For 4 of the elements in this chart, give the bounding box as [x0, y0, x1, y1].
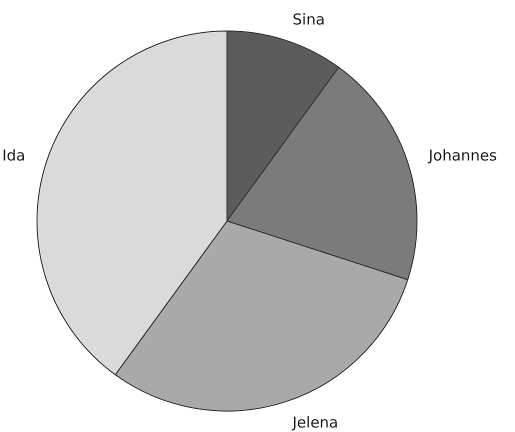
- slice-label: Ida: [2, 146, 26, 164]
- slice-label: Sina: [292, 10, 325, 28]
- slice-label: Jelena: [292, 414, 338, 432]
- slice-label: Johannes: [428, 146, 498, 164]
